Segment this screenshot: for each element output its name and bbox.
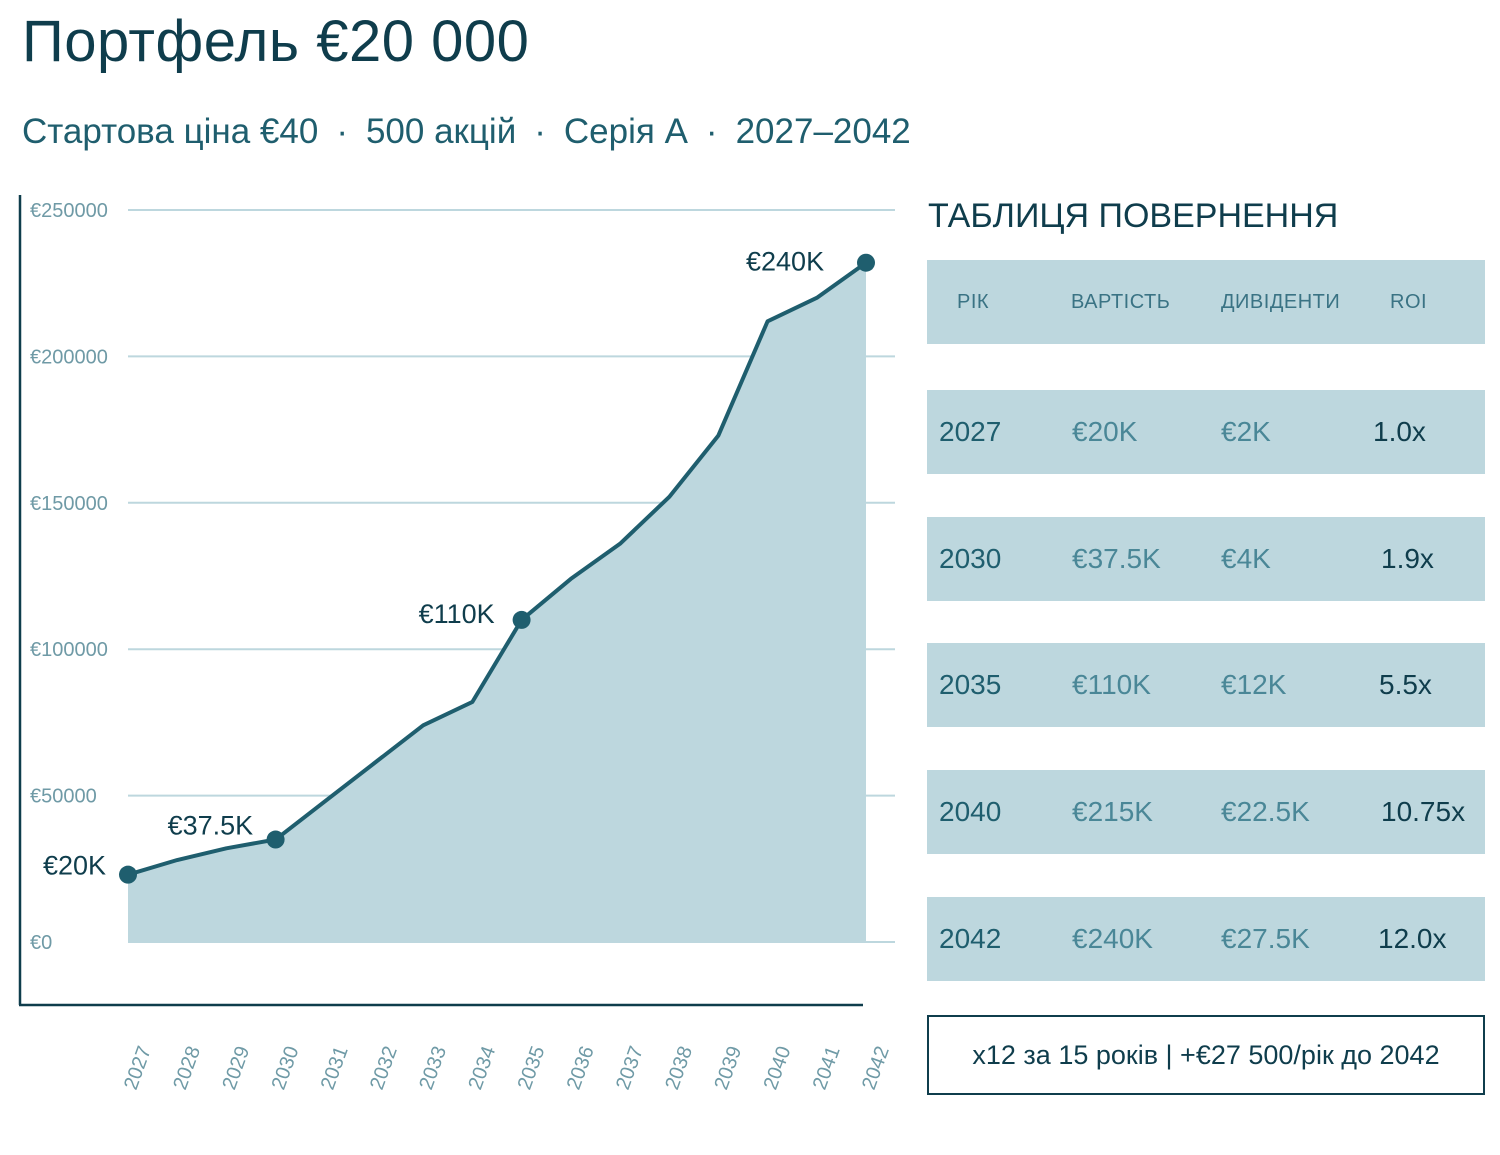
cell-dividends: €4K xyxy=(1221,543,1271,574)
portfolio-area-chart: €0 €50000 €100000 €150000 €200000 €250000 €20K… xyxy=(18,195,895,1093)
cell-value: €110K xyxy=(1072,669,1151,700)
series-line xyxy=(127,261,868,877)
cell-year: 2030 xyxy=(939,543,1002,574)
data-point-marker xyxy=(266,830,285,849)
cell-dividends: €2K xyxy=(1221,416,1271,447)
x-tick-label: 2035 xyxy=(514,1043,550,1092)
x-tick-label: 2028 xyxy=(169,1043,205,1092)
table-row: 2040 €215K €22.5K 10.75x xyxy=(927,770,1485,854)
y-tick-label: €200000 xyxy=(30,346,108,368)
cell-value: €20K xyxy=(1072,416,1138,447)
cell-year: 2040 xyxy=(939,796,1002,827)
cell-roi: 10.75x xyxy=(1381,796,1466,827)
page-title: Портфель €20 000 xyxy=(22,9,530,74)
cell-year: 2035 xyxy=(939,669,1002,700)
area-fill xyxy=(128,262,866,943)
table-row: 2030 €37.5K €4K 1.9x xyxy=(927,517,1485,601)
cell-dividends: €27.5K xyxy=(1221,923,1310,954)
x-tick-label: 2033 xyxy=(415,1043,451,1092)
data-label: €20K xyxy=(43,851,106,881)
data-point-marker xyxy=(512,610,531,629)
subtitle-shares: 500 акцій xyxy=(365,112,517,151)
header-year: РІК xyxy=(957,291,990,313)
table-row: 2027 €20K €2K 1.0x xyxy=(927,390,1485,474)
table-header-row: РІК ВАРТІСТЬ ДИВІДЕНТИ ROI xyxy=(927,260,1485,344)
x-tick-label: 2041 xyxy=(809,1043,845,1092)
cell-value: €37.5K xyxy=(1072,543,1161,574)
data-label: €110K xyxy=(419,599,495,629)
cell-dividends: €12K xyxy=(1221,669,1287,700)
x-tick-label: 2032 xyxy=(366,1043,402,1092)
x-tick-label: 2030 xyxy=(268,1043,304,1092)
data-label: €37.5K xyxy=(168,811,254,841)
x-tick-label: 2031 xyxy=(317,1043,353,1092)
table-row: 2042 €240K €27.5K 12.0x xyxy=(927,897,1485,981)
page-subtitle: Стартова ціна €40 · 500 акцій · Серія A · 2027… xyxy=(22,112,911,151)
table-title: ТАБЛИЦЯ ПОВЕРНЕННЯ xyxy=(928,197,1339,235)
x-tick-label: 2039 xyxy=(710,1043,746,1092)
table-row: 2035 €110K €12K 5.5x xyxy=(927,643,1485,727)
x-tick-label: 2042 xyxy=(858,1043,894,1092)
cell-roi: 5.5x xyxy=(1379,669,1432,700)
y-tick-label: €0 xyxy=(30,932,52,954)
subtitle-period: 2027–2042 xyxy=(735,112,911,151)
cell-roi: 1.9x xyxy=(1381,543,1434,574)
subtitle-series: Серія A xyxy=(563,112,688,151)
x-tick-label: 2038 xyxy=(661,1043,697,1092)
data-point-marker xyxy=(119,865,137,884)
x-tick-label: 2036 xyxy=(563,1043,599,1092)
cell-roi: 1.0x xyxy=(1373,416,1426,447)
data-label: €240K xyxy=(746,247,824,277)
header-dividends: ДИВІДЕНТИ xyxy=(1221,291,1341,313)
cell-year: 2027 xyxy=(939,416,1002,447)
x-tick-label: 2034 xyxy=(464,1043,500,1092)
x-tick-label: 2037 xyxy=(612,1043,648,1092)
cell-value: €215K xyxy=(1072,796,1153,827)
subtitle-start-price: Стартова ціна €40 xyxy=(22,112,319,151)
x-tick-label: 2027 xyxy=(120,1043,156,1092)
y-tick-label: €100000 xyxy=(30,639,108,661)
cell-dividends: €22.5K xyxy=(1221,796,1310,827)
cell-value: €240K xyxy=(1072,923,1153,954)
header-roi: ROI xyxy=(1390,291,1428,313)
x-tick-label: 2029 xyxy=(218,1043,254,1092)
cell-roi: 12.0x xyxy=(1378,923,1447,954)
y-tick-label: €50000 xyxy=(30,786,97,808)
summary-box: x12 за 15 років | +€27 500/рік до 2042 xyxy=(927,1015,1485,1095)
header-value: ВАРТІСТЬ xyxy=(1071,291,1171,313)
x-tick-label: 2040 xyxy=(760,1043,796,1092)
y-tick-label: €150000 xyxy=(30,493,108,515)
data-point-marker xyxy=(857,253,875,272)
y-tick-label: €250000 xyxy=(30,200,108,222)
cell-year: 2042 xyxy=(939,923,1002,954)
